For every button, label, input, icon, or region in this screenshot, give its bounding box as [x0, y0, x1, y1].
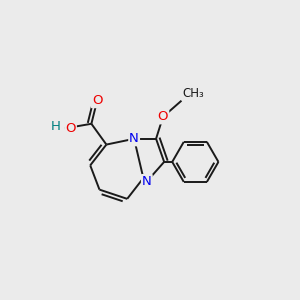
- Text: N: N: [129, 132, 139, 145]
- Text: O: O: [65, 122, 76, 135]
- Text: H: H: [51, 120, 61, 133]
- Text: O: O: [158, 110, 168, 123]
- Text: CH₃: CH₃: [183, 86, 204, 100]
- Text: N: N: [142, 175, 152, 188]
- Text: O: O: [92, 94, 102, 107]
